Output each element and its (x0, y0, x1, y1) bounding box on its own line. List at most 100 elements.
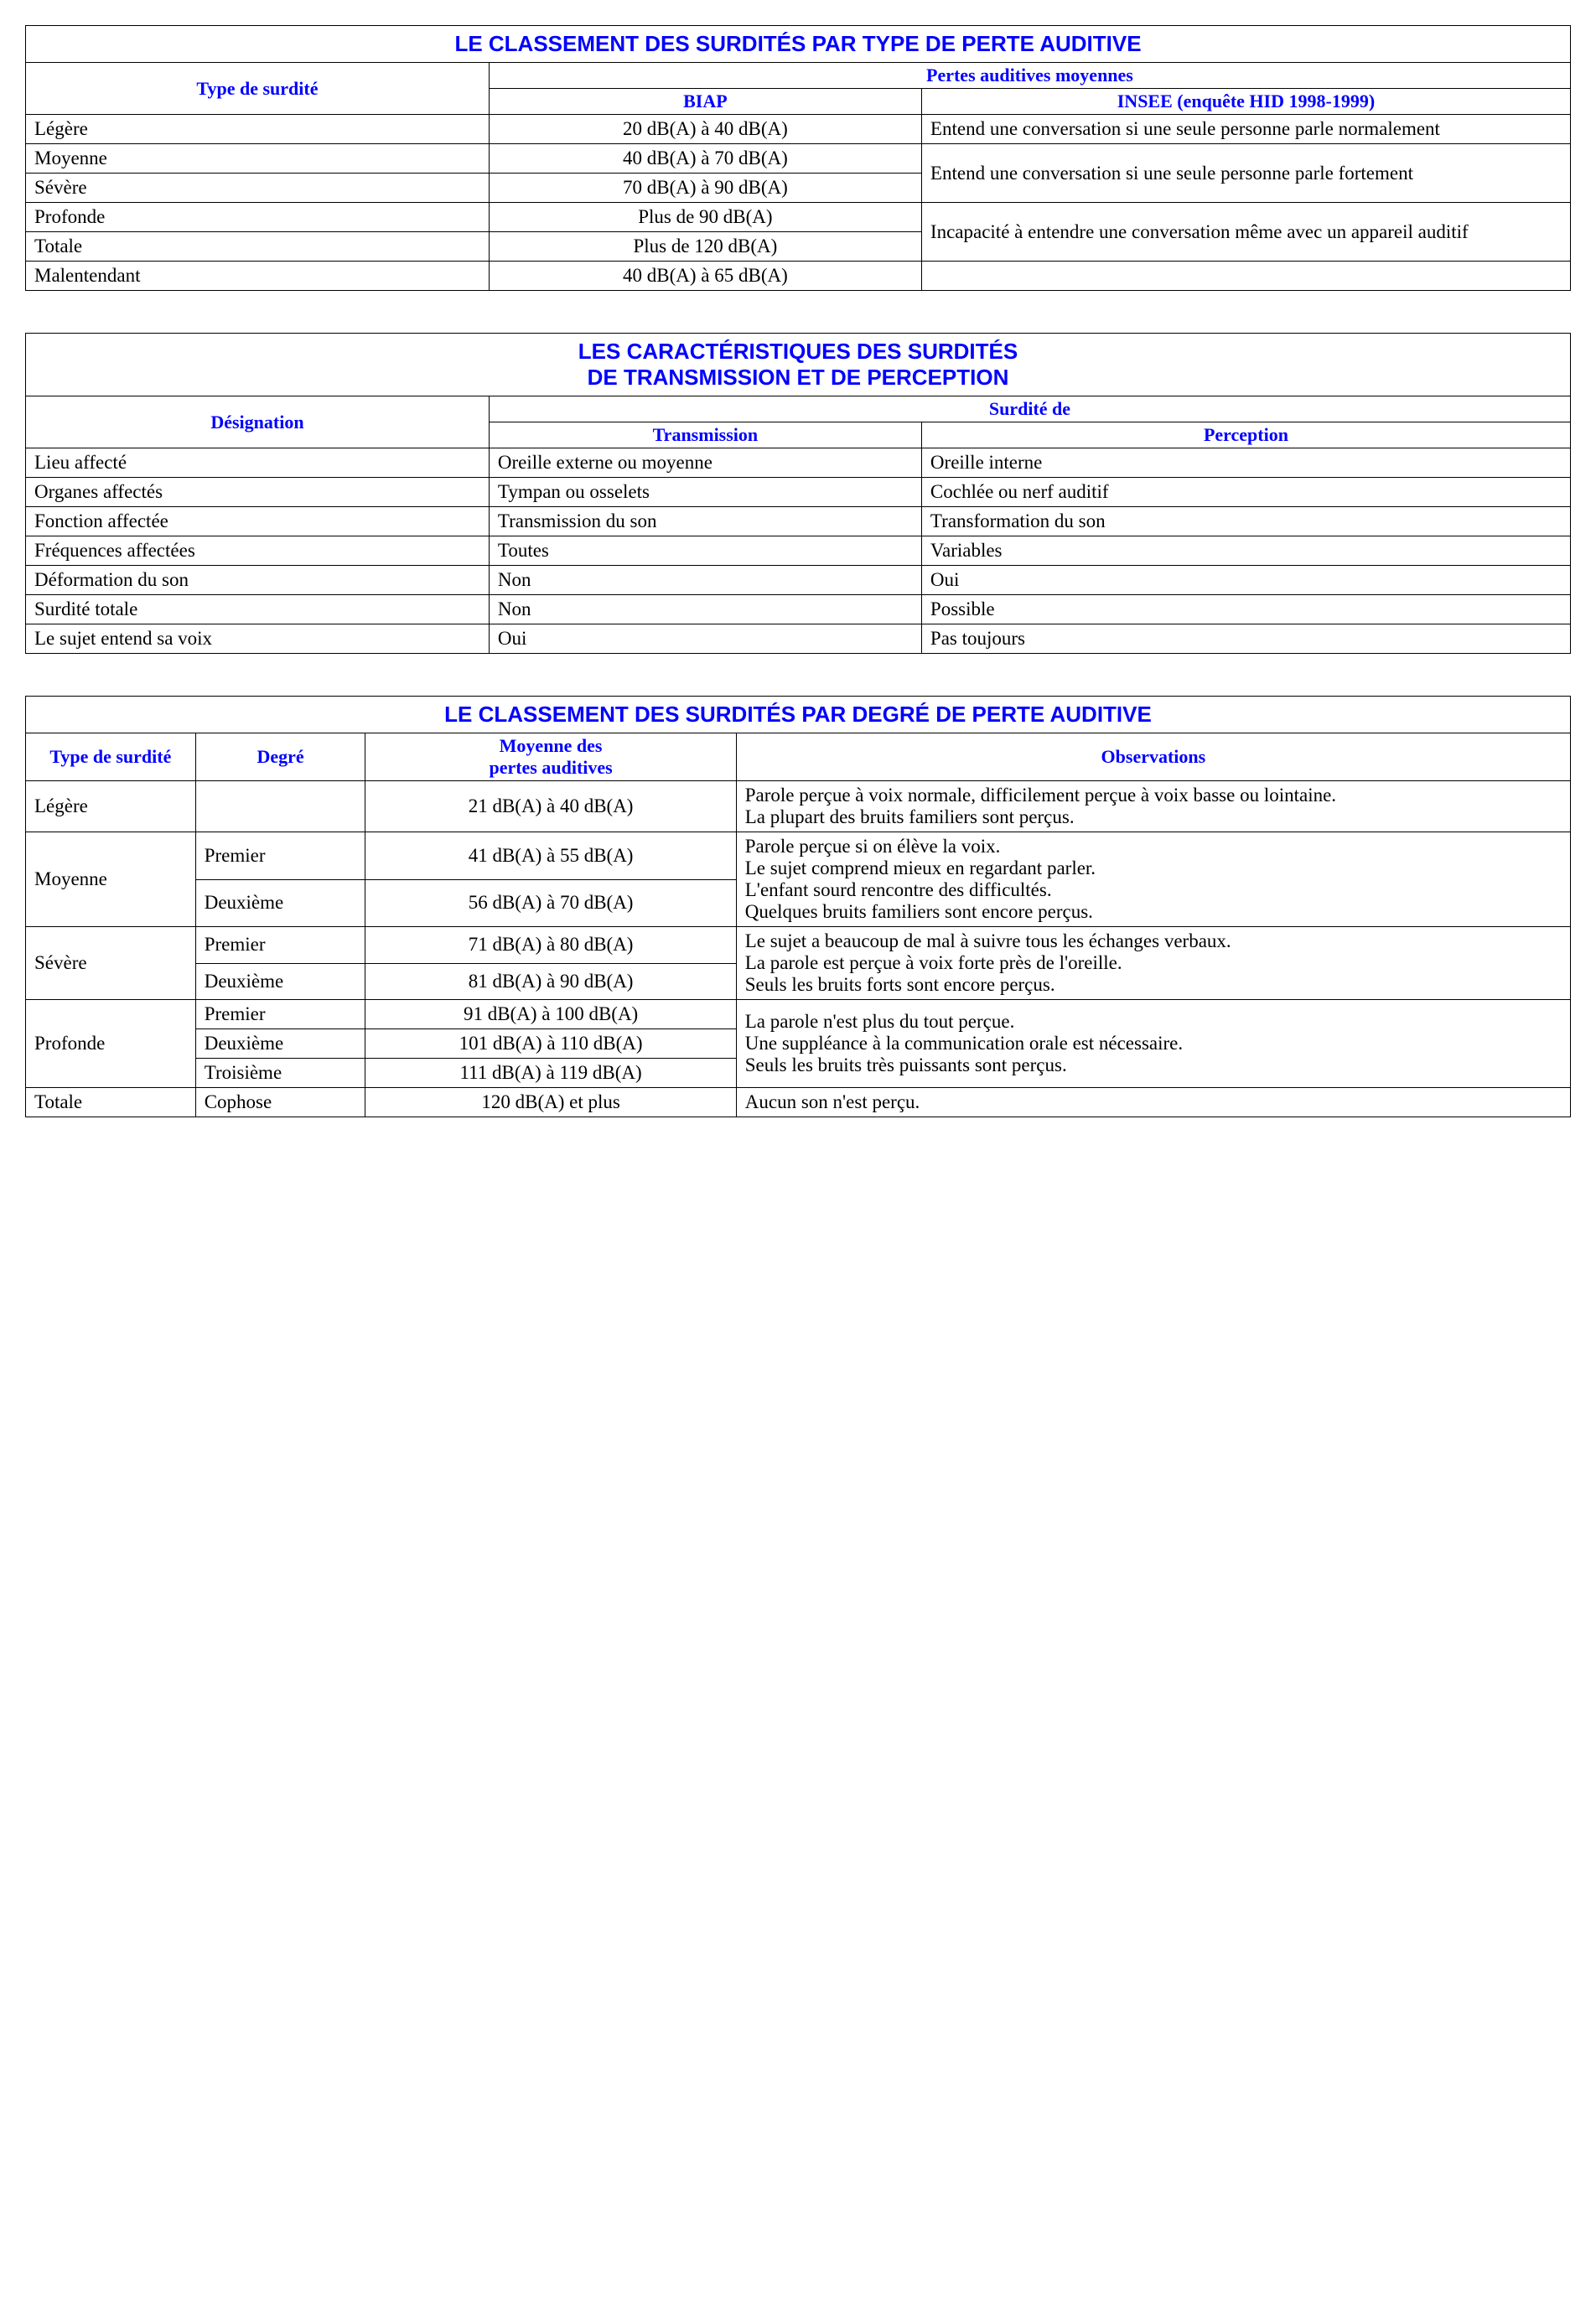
t1-type: Moyenne (26, 144, 490, 174)
t3-obs: La parole n'est plus du tout perçue. Une… (736, 1000, 1570, 1088)
t2-p: Possible (921, 595, 1570, 624)
table2-title: LES CARACTÉRISTIQUES DES SURDITÉS DE TRA… (26, 334, 1571, 396)
table3-title: LE CLASSEMENT DES SURDITÉS PAR DEGRÉ DE … (26, 697, 1571, 733)
t1-insee: Entend une conversation si une seule per… (921, 115, 1570, 144)
obs-line: Le sujet comprend mieux en regardant par… (745, 857, 1562, 879)
t3-obs: Parole perçue si on élève la voix. Le su… (736, 832, 1570, 927)
t3-moy: 111 dB(A) à 119 dB(A) (365, 1059, 736, 1088)
t1-biap: Plus de 120 dB(A) (489, 232, 921, 262)
table-row: Fréquences affectées Toutes Variables (26, 536, 1571, 566)
obs-line: Parole perçue si on élève la voix. (745, 836, 1562, 857)
table-row: Déformation du son Non Oui (26, 566, 1571, 595)
t3-degre: Premier (195, 1000, 365, 1029)
t1-type: Totale (26, 232, 490, 262)
table-classement-degre: LE CLASSEMENT DES SURDITÉS PAR DEGRÉ DE … (25, 696, 1571, 1117)
t2-p: Oreille interne (921, 448, 1570, 478)
table3-col-moy: Moyenne des pertes auditives (365, 733, 736, 781)
table3-col-moy-l1: Moyenne des (500, 735, 603, 756)
table-classement-type: LE CLASSEMENT DES SURDITÉS PAR TYPE DE P… (25, 25, 1571, 291)
table2-title-l1: LES CARACTÉRISTIQUES DES SURDITÉS (578, 339, 1018, 364)
t1-insee: Entend une conversation si une seule per… (921, 144, 1570, 203)
table-row: Moyenne Premier 41 dB(A) à 55 dB(A) Paro… (26, 832, 1571, 880)
table-row: Légère 20 dB(A) à 40 dB(A) Entend une co… (26, 115, 1571, 144)
t1-type: Légère (26, 115, 490, 144)
t2-t: Oui (489, 624, 921, 654)
t2-d: Fréquences affectées (26, 536, 490, 566)
t3-moy: 120 dB(A) et plus (365, 1088, 736, 1117)
t1-biap: 70 dB(A) à 90 dB(A) (489, 174, 921, 203)
t1-type: Profonde (26, 203, 490, 232)
table2-col-group: Surdité de (489, 396, 1570, 422)
t3-degre (195, 781, 365, 832)
t2-p: Pas toujours (921, 624, 1570, 654)
table1-col-group: Pertes auditives moyennes (489, 63, 1570, 89)
t2-t: Tympan ou osselets (489, 478, 921, 507)
obs-line: Seuls les bruits très puissants sont per… (745, 1054, 1562, 1076)
t3-degre: Deuxième (195, 963, 365, 1000)
t1-type: Malentendant (26, 262, 490, 291)
t3-type: Légère (26, 781, 196, 832)
table2-col-trans: Transmission (489, 422, 921, 448)
t2-p: Transformation du son (921, 507, 1570, 536)
t2-p: Oui (921, 566, 1570, 595)
t3-moy: 41 dB(A) à 55 dB(A) (365, 832, 736, 880)
obs-line: Parole perçue à voix normale, difficilem… (745, 785, 1562, 806)
t2-t: Transmission du son (489, 507, 921, 536)
obs-line: Une suppléance à la communication orale … (745, 1033, 1562, 1054)
table-row: Lieu affecté Oreille externe ou moyenne … (26, 448, 1571, 478)
table3-col-type: Type de surdité (26, 733, 196, 781)
t2-t: Toutes (489, 536, 921, 566)
table-row: Moyenne 40 dB(A) à 70 dB(A) Entend une c… (26, 144, 1571, 174)
obs-line: Le sujet a beaucoup de mal à suivre tous… (745, 930, 1562, 952)
obs-line: Seuls les bruits forts sont encore perçu… (745, 974, 1562, 996)
t1-biap: 20 dB(A) à 40 dB(A) (489, 115, 921, 144)
t1-biap: Plus de 90 dB(A) (489, 203, 921, 232)
table-row: Malentendant 40 dB(A) à 65 dB(A) (26, 262, 1571, 291)
t3-type: Totale (26, 1088, 196, 1117)
t1-insee (921, 262, 1570, 291)
table-row: Surdité totale Non Possible (26, 595, 1571, 624)
t3-type: Moyenne (26, 832, 196, 927)
table-row: Profonde Plus de 90 dB(A) Incapacité à e… (26, 203, 1571, 232)
t3-obs: Le sujet a beaucoup de mal à suivre tous… (736, 927, 1570, 1000)
t2-d: Fonction affectée (26, 507, 490, 536)
t3-obs: Parole perçue à voix normale, difficilem… (736, 781, 1570, 832)
t3-moy: 91 dB(A) à 100 dB(A) (365, 1000, 736, 1029)
t1-biap: 40 dB(A) à 65 dB(A) (489, 262, 921, 291)
obs-line: La plupart des bruits familiers sont per… (745, 806, 1562, 828)
table-row: Organes affectés Tympan ou osselets Coch… (26, 478, 1571, 507)
t2-d: Déformation du son (26, 566, 490, 595)
t3-degre: Premier (195, 927, 365, 964)
t3-degre: Troisième (195, 1059, 365, 1088)
t2-d: Organes affectés (26, 478, 490, 507)
table3-col-obs: Observations (736, 733, 1570, 781)
table-row: Fonction affectée Transmission du son Tr… (26, 507, 1571, 536)
table2-col-designation: Désignation (26, 396, 490, 448)
t2-t: Non (489, 595, 921, 624)
t2-d: Surdité totale (26, 595, 490, 624)
obs-line: La parole est perçue à voix forte près d… (745, 952, 1562, 974)
t2-p: Variables (921, 536, 1570, 566)
table1-title: LE CLASSEMENT DES SURDITÉS PAR TYPE DE P… (26, 26, 1571, 63)
obs-line: L'enfant sourd rencontre des difficultés… (745, 879, 1562, 901)
table1-col-insee: INSEE (enquête HID 1998-1999) (921, 89, 1570, 115)
t2-t: Non (489, 566, 921, 595)
t2-t: Oreille externe ou moyenne (489, 448, 921, 478)
table2-title-l2: DE TRANSMISSION ET DE PERCEPTION (588, 365, 1009, 390)
t3-moy: 81 dB(A) à 90 dB(A) (365, 963, 736, 1000)
t3-degre: Premier (195, 832, 365, 880)
table1-col-type: Type de surdité (26, 63, 490, 115)
table-row: Le sujet entend sa voix Oui Pas toujours (26, 624, 1571, 654)
t2-d: Lieu affecté (26, 448, 490, 478)
t3-moy: 101 dB(A) à 110 dB(A) (365, 1029, 736, 1059)
table3-col-degre: Degré (195, 733, 365, 781)
t1-type: Sévère (26, 174, 490, 203)
obs-line: La parole n'est plus du tout perçue. (745, 1011, 1562, 1033)
t3-type: Profonde (26, 1000, 196, 1088)
t3-degre: Deuxième (195, 879, 365, 927)
table-caracteristiques: LES CARACTÉRISTIQUES DES SURDITÉS DE TRA… (25, 333, 1571, 654)
t3-type: Sévère (26, 927, 196, 1000)
t3-obs: Aucun son n'est perçu. (736, 1088, 1570, 1117)
obs-line: Quelques bruits familiers sont encore pe… (745, 901, 1562, 923)
table3-col-moy-l2: pertes auditives (489, 757, 612, 778)
